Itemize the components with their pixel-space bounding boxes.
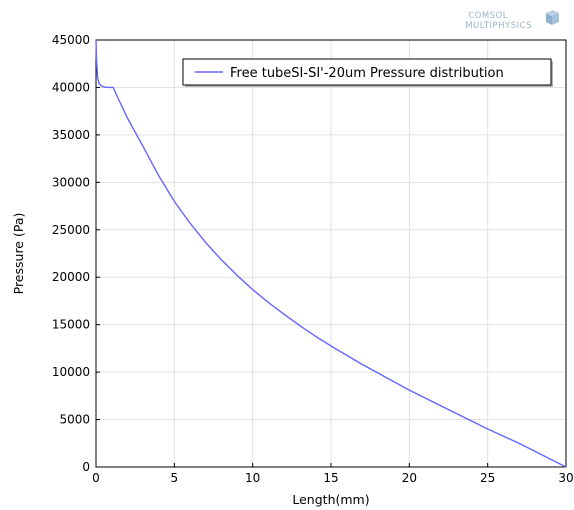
y-tick-label: 5000 (59, 413, 90, 427)
x-axis-label: Length(mm) (292, 492, 369, 507)
y-tick-label: 0 (82, 460, 90, 474)
x-tick-label: 15 (323, 471, 338, 485)
legend-label: Free tubeSI-SI'-20um Pressure distributi… (230, 66, 504, 81)
y-tick-label: 35000 (52, 128, 90, 142)
y-tick-label: 45000 (52, 33, 90, 47)
legend-box (182, 58, 552, 86)
y-tick-label: 15000 (52, 318, 90, 332)
series-layer (95, 39, 567, 468)
y-tick-label: 10000 (52, 365, 90, 379)
y-tick-label: 30000 (52, 175, 90, 189)
y-tick-label: 25000 (52, 223, 90, 237)
comsol-logo: COMSOL MULTIPHYSICS (465, 10, 559, 31)
grid (95, 39, 567, 468)
logo-text-comsol: COMSOL (468, 11, 508, 21)
x-tick-label: 5 (171, 471, 179, 485)
logo-text-multiphysics: MULTIPHYSICS (465, 21, 532, 31)
x-tick-label: 0 (92, 471, 100, 485)
series-line-pressure (95, 39, 567, 468)
y-tick-label: 40000 (52, 80, 90, 94)
logo-cube-icon (546, 10, 559, 25)
y-tick-label: 20000 (52, 270, 90, 284)
x-tick-label: 25 (480, 471, 495, 485)
legend: Free tubeSI-SI'-20um Pressure distributi… (182, 58, 553, 87)
x-tick-label: 20 (402, 471, 417, 485)
y-axis-label: Pressure (Pa) (11, 213, 26, 295)
axis-ticks: 0 5 10 15 20 25 30 0 5000 10000 15000 20000 25000 300… (52, 33, 574, 485)
x-tick-label: 10 (245, 471, 260, 485)
x-tick-label: 30 (558, 471, 573, 485)
